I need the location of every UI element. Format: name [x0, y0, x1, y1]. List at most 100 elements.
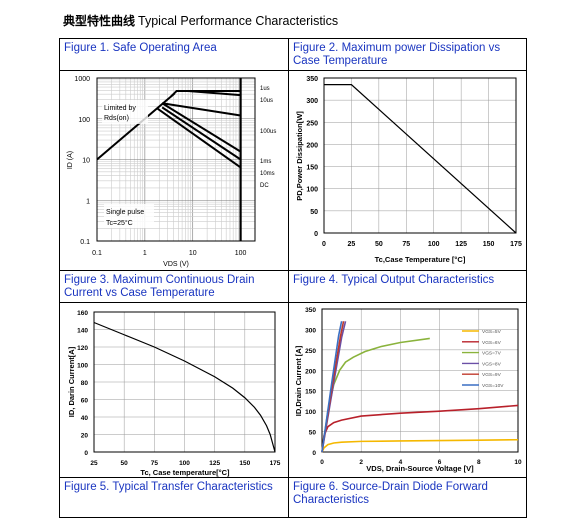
current-y-tick-label: 20 — [81, 433, 89, 440]
output-y-tick-label: 300 — [305, 327, 316, 334]
power-y-tick-label: 300 — [306, 98, 318, 105]
current-y-axis-label: ID, Darin Current[A] — [67, 346, 76, 417]
output-x-tick-label: 8 — [477, 459, 481, 466]
power-x-tick-label: 50 — [375, 241, 383, 248]
output-y-tick-label: 350 — [305, 307, 316, 314]
current-y-tick-label: 40 — [81, 415, 89, 422]
soa-label-bg — [257, 180, 279, 189]
soa-annot-bg — [102, 100, 148, 124]
soa-series-label: 100us — [260, 129, 276, 135]
current-y-tick-label: 60 — [81, 398, 89, 405]
soa-annotation: Limited by — [104, 105, 136, 112]
soa-y-tick-label: 100 — [78, 117, 90, 124]
page-header: 典型特性曲线 Typical Performance Characteristic… — [63, 12, 338, 29]
power-x-tick-label: 75 — [402, 241, 410, 248]
soa-x-axis-label: VDS (V) — [163, 261, 189, 268]
soa-chart: 0.1 1 10 100 0.1 1 10 100 1000 VDS (V) ID (A) 1us 10… — [67, 76, 279, 268]
power-series-line — [324, 84, 517, 234]
power-x-tick-label: 150 — [483, 241, 495, 248]
current-chart: 25 50 75 100 125 150 175 0 20 40 60 80 100 120 140 160 T… — [67, 310, 281, 477]
soa-label-bg — [257, 126, 279, 135]
soa-series-line — [96, 92, 176, 161]
output-x-tick-label: 0 — [320, 459, 324, 466]
power-y-tick-label: 100 — [306, 187, 318, 194]
current-y-tick-label: 160 — [77, 310, 88, 317]
output-y-axis-label: ID,Drain Current [A] — [294, 345, 303, 416]
power-y-tick-label: 350 — [306, 76, 318, 83]
legend-entry: VGS=5V — [482, 329, 502, 335]
fig5-caption: Figure 5. Typical Transfer Characteristi… — [64, 481, 273, 493]
soa-y-axis-label: ID (A) — [67, 151, 74, 169]
soa-series-line — [156, 107, 242, 169]
soa-y-tick-label: 0.1 — [80, 239, 90, 246]
row-divider-2 — [59, 270, 527, 271]
current-series-line — [93, 321, 276, 453]
soa-label-bg — [257, 83, 279, 92]
legend-entry: VGS=7V — [482, 351, 502, 357]
power-x-tick-label: 175 — [510, 241, 522, 248]
current-y-tick-label: 120 — [77, 345, 88, 352]
power-x-axis-label: Tc,Case Temperature [°C] — [375, 255, 466, 264]
current-x-tick-label: 125 — [209, 460, 220, 467]
power-y-axis-label: PD,Power Dissipation[W] — [295, 111, 304, 201]
output-y-tick-label: 200 — [305, 368, 316, 375]
power-y-tick-label: 0 — [314, 231, 318, 238]
legend-entry: VGS=8V — [482, 361, 502, 367]
soa-series-label: DC — [260, 183, 269, 189]
soa-series-label: 10ms — [260, 171, 275, 177]
current-x-tick-label: 75 — [151, 460, 159, 467]
soa-x-tick-label: 0.1 — [92, 250, 102, 257]
legend-entry: VGS=10V — [482, 383, 504, 389]
current-y-tick-label: 80 — [81, 380, 89, 387]
output-x-tick-label: 6 — [438, 459, 442, 466]
output-y-tick-label: 150 — [305, 389, 316, 396]
soa-series-label: 10us — [260, 98, 273, 104]
soa-x-tick-label: 10 — [189, 250, 197, 257]
output-x-tick-label: 2 — [359, 459, 363, 466]
current-x-axis-label: Tc, Case temperature[°C] — [140, 468, 230, 477]
power-x-tick-label: 125 — [455, 241, 467, 248]
output-x-axis-label: VDS, Drain-Source Voltage [V] — [366, 464, 474, 473]
fig6-caption: Figure 6. Source-Drain Diode Forward Cha… — [293, 481, 488, 506]
output-x-tick-label: 4 — [399, 459, 403, 466]
power-x-tick-label: 25 — [348, 241, 356, 248]
output-plot-frame — [321, 308, 519, 453]
power-y-tick-label: 150 — [306, 165, 318, 172]
power-x-tick-label: 100 — [428, 241, 440, 248]
header-title: Typical Performance Characteristics — [138, 14, 339, 28]
power-chart: 0 25 50 75 100 125 150 175 0 50 100 150 200 250 300 350… — [295, 76, 522, 264]
soa-label-bg — [257, 168, 279, 177]
row-divider-4 — [59, 477, 527, 478]
current-x-tick-label: 50 — [121, 460, 129, 467]
soa-annotation: Rds(on) — [104, 115, 129, 122]
soa-label-bg — [257, 95, 279, 104]
soa-y-tick-label: 1 — [86, 198, 90, 205]
soa-series-line — [161, 102, 242, 153]
legend-entry: VGS=9V — [482, 372, 502, 378]
soa-label-bg — [257, 156, 279, 165]
output-x-tick-label: 10 — [514, 459, 522, 466]
power-x-tick-label: 0 — [322, 241, 326, 248]
output-y-tick-label: 50 — [309, 430, 317, 437]
soa-series-label: 1ms — [260, 159, 271, 165]
current-y-tick-label: 140 — [77, 328, 88, 335]
soa-series-line — [162, 102, 241, 117]
soa-x-tick-label: 1 — [143, 250, 147, 257]
soa-series-line — [176, 89, 241, 97]
output-y-tick-label: 250 — [305, 348, 316, 355]
output-y-tick-label: 100 — [305, 409, 316, 416]
row-divider-1 — [59, 70, 527, 71]
soa-annot-bg — [104, 204, 154, 228]
output-y-tick-label: 0 — [312, 450, 316, 457]
cn-title: 典型特性曲线 — [63, 14, 136, 28]
row-divider-3 — [59, 302, 527, 303]
output-series-line — [321, 321, 343, 453]
power-y-tick-label: 200 — [306, 142, 318, 149]
output-legend: VGS=5V VGS=6V VGS=7V VGS=8V VGS=9V VGS=10V — [462, 329, 504, 389]
soa-x-tick-label: 100 — [235, 250, 247, 257]
power-y-tick-label: 250 — [306, 120, 318, 127]
fig3-caption: Figure 3. Maximum Continuous Drain Curre… — [64, 274, 255, 299]
current-y-tick-label: 0 — [84, 450, 88, 457]
